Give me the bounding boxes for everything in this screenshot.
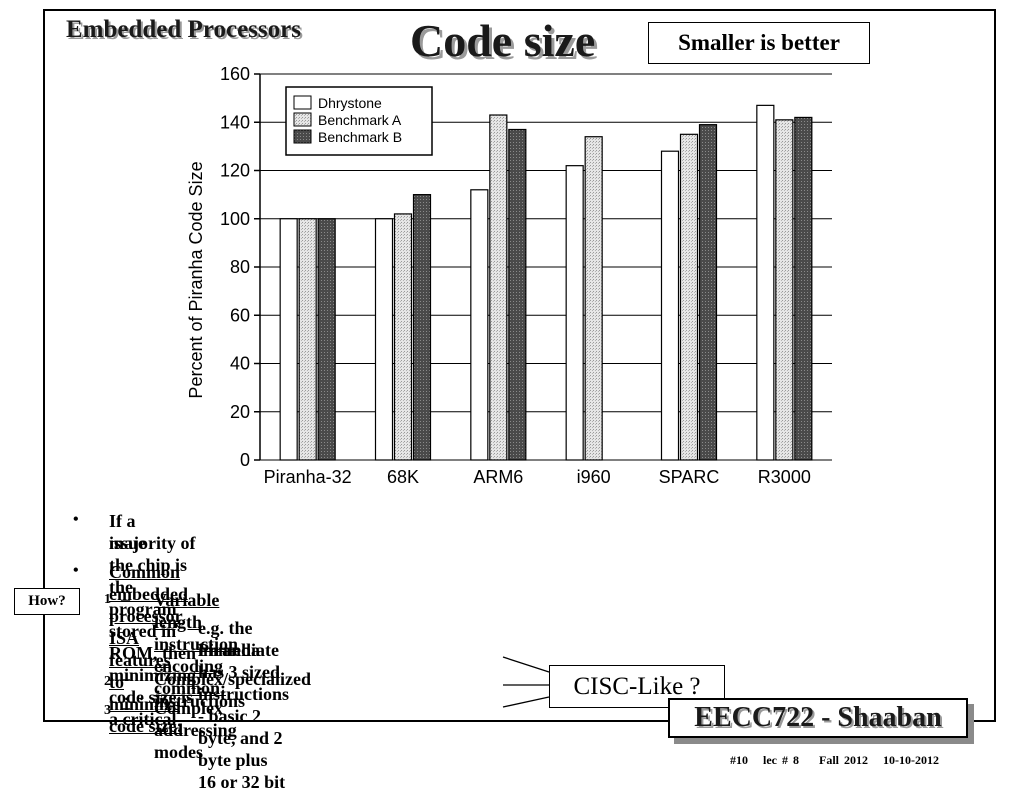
subsub-piranha-line1: e.g. the Piranha has 3 sized instruction… — [198, 618, 290, 792]
sub-variable-length: Variable length instruction encoding com… — [154, 590, 239, 698]
bar-arm6-benchmark-b — [508, 128, 527, 461]
bar-sparc-benchmark-a — [679, 133, 699, 461]
sub-number-2: 2 — [104, 674, 111, 689]
y-tick-label: 60 — [230, 305, 250, 325]
code-size-chart: 0 20 40 60 80 100 120 140 160 Piranha-32 68K ARM6 i9… — [186, 64, 832, 487]
bullet-marker: • — [73, 562, 79, 579]
bar-sparc-dhrystone — [660, 150, 680, 461]
bullet-marker: • — [73, 511, 79, 528]
bar-piranha-32-dhrystone — [279, 218, 298, 461]
bar-r3000-benchmark-b — [794, 116, 813, 461]
sub-addressing-modes: Complex addressing modes — [154, 698, 237, 762]
slide-footer: #10 lec # 8 Fall 2012 10-10-2012 — [730, 753, 939, 767]
bullet-marker: • — [173, 618, 179, 635]
sub-dash: – — [121, 668, 130, 688]
course-badge: EECC722 - Shaaban — [668, 698, 968, 738]
bullet-rom-line1: If a majority of the chip is the program… — [109, 511, 197, 729]
sub-number-1: 1 — [104, 592, 111, 607]
section-title: Embedded Processors — [66, 16, 301, 43]
legend-swatch-dhrystone — [293, 95, 312, 110]
x-tick-label: 68K — [387, 467, 419, 487]
bar-piranha-32-benchmark-a — [298, 218, 317, 461]
slide-title: Code size — [410, 15, 596, 66]
bar-arm6-benchmark-a — [489, 114, 508, 461]
legend: Dhrystone Benchmark A Benchmark B — [285, 86, 433, 156]
sub-dash: – — [121, 697, 130, 717]
bar-r3000-benchmark-a — [775, 119, 794, 461]
y-tick-label: 40 — [230, 354, 250, 374]
bar-arm6-dhrystone — [470, 189, 489, 461]
legend-label-benchmark-b: Benchmark B — [318, 129, 402, 145]
bar-piranha-32-benchmark-b — [317, 218, 336, 461]
bar-i960-benchmark-a — [584, 136, 603, 461]
x-tick-label: i960 — [577, 467, 611, 487]
y-tick-label: 160 — [220, 64, 250, 84]
y-tick-label: 0 — [240, 450, 250, 470]
axes: 0 20 40 60 80 100 120 140 160 Piranha-32 68K ARM6 i9… — [220, 64, 811, 487]
subsub-piranha-line2: immediate — [198, 640, 279, 660]
x-tick-label: ARM6 — [473, 467, 523, 487]
grid-lines — [260, 73, 832, 461]
y-tick-label: 120 — [220, 161, 250, 181]
bar-68k-benchmark-b — [412, 194, 432, 461]
bar-68k-dhrystone — [374, 218, 394, 461]
legend-swatch-benchmark-b — [293, 129, 312, 144]
x-tick-label: SPARC — [659, 467, 720, 487]
legend-label-dhrystone: Dhrystone — [318, 95, 382, 111]
y-axis-label: Percent of Piranha Code Size — [186, 161, 206, 398]
bar-i960-dhrystone — [565, 165, 584, 461]
y-tick-label: 20 — [230, 402, 250, 422]
sub-complex-instructions: Complex/specialized instructions — [154, 669, 311, 711]
slide-frame — [43, 9, 996, 722]
sub-dash: – — [121, 589, 130, 609]
bar-r3000-dhrystone — [756, 104, 775, 461]
x-tick-label: R3000 — [758, 467, 811, 487]
y-tick-label: 140 — [220, 112, 250, 132]
legend-swatch-benchmark-a — [293, 112, 312, 127]
legend-label-benchmark-a: Benchmark A — [318, 112, 402, 128]
bar-68k-benchmark-a — [393, 213, 413, 461]
y-tick-label: 80 — [230, 257, 250, 277]
bars — [279, 104, 813, 461]
sub-number-3: 3 — [104, 703, 111, 718]
y-tick-label: 100 — [220, 209, 250, 229]
how-callout: How? — [14, 588, 80, 615]
bullet-rom-line2: issue — [109, 533, 147, 553]
bullet-isa-features: Common embedded processor ISA features t… — [109, 562, 189, 736]
x-tick-label: Piranha-32 — [264, 467, 352, 487]
note-box: Smaller is better — [648, 22, 870, 64]
bar-sparc-benchmark-b — [698, 124, 718, 461]
